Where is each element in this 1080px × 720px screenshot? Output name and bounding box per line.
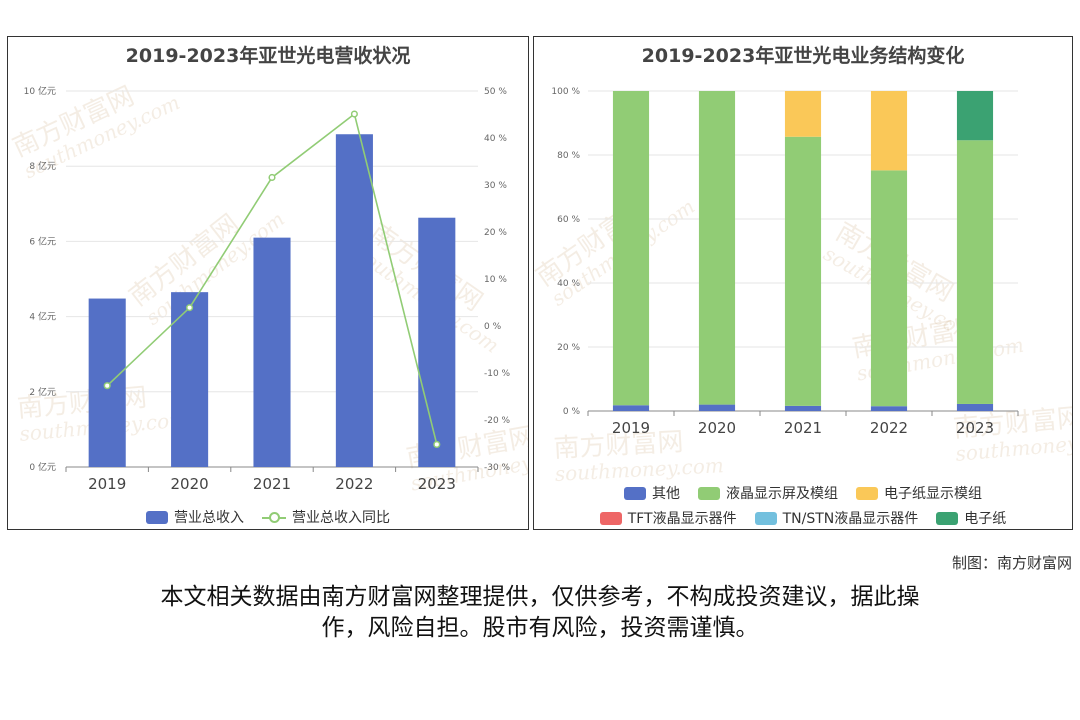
stack-segment-2023-1 xyxy=(956,140,994,404)
y-axis-tick-label: 0 % xyxy=(563,407,581,417)
right-axis-tick-label: -10 % xyxy=(484,369,511,379)
stack-segment-2022-0 xyxy=(870,406,908,411)
x-axis-label-2020: 2020 xyxy=(171,475,209,493)
business-structure-chart: 南方财富网southmoney.com南方财富网southmoney.com南方… xyxy=(534,87,1072,486)
y-axis-tick-label: 20 % xyxy=(557,343,580,353)
left-axis-tick-label: 10 亿元 xyxy=(24,85,56,97)
revenue-bar-2021 xyxy=(253,237,291,467)
x-axis-label-2021: 2021 xyxy=(253,475,291,493)
x-axis-label-2023: 2023 xyxy=(418,475,456,493)
left-axis-tick-label: 4 亿元 xyxy=(29,311,56,323)
legend-label-tft: TFT液晶显示器件 xyxy=(627,511,737,527)
legend-swatch-epaper xyxy=(936,511,959,525)
legend-item-lcd-module[interactable]: 液晶显示屏及模组 xyxy=(698,483,838,503)
right-axis-tick-label: 40 % xyxy=(484,134,507,144)
x-axis-label-2020: 2020 xyxy=(698,419,736,437)
x-axis-label-2021: 2021 xyxy=(784,419,822,437)
watermark-text: 南方财富网 xyxy=(553,427,684,464)
legend-label-epaper: 电子纸 xyxy=(964,511,1007,527)
legend-swatch-tft xyxy=(599,511,622,525)
legend-swatch-epaper-module xyxy=(856,486,878,500)
stack-segment-2021-0 xyxy=(784,405,822,411)
yoy-point-2021 xyxy=(268,173,276,182)
stack-segment-2019-1 xyxy=(612,91,650,406)
stack-segment-2019-0 xyxy=(612,405,650,411)
stack-segment-2020-1 xyxy=(698,91,736,405)
revenue-bar-2022 xyxy=(335,134,373,467)
y-axis-tick-label: 80 % xyxy=(557,151,580,161)
y-axis-tick-label: 40 % xyxy=(557,279,580,289)
x-axis-label-2023: 2023 xyxy=(956,419,994,437)
legend-swatch-revenue xyxy=(146,510,168,524)
legend-label-lcd-module: 液晶显示屏及模组 xyxy=(726,486,838,502)
legend-swatch-other xyxy=(624,486,646,500)
x-axis-label-2019: 2019 xyxy=(612,419,650,437)
right-axis-tick-label: -20 % xyxy=(484,416,511,426)
legend-item-epaper-module[interactable]: 电子纸显示模组 xyxy=(856,483,982,503)
yoy-point-2020 xyxy=(186,304,194,312)
structure-legend-row-2: TFT液晶显示器件 TN/STN液晶显示器件 电子纸 xyxy=(534,508,1072,528)
revenue-chart: 南方财富网southmoney.com南方财富网southmoney.com南方… xyxy=(8,81,528,495)
stack-segment-2022-2 xyxy=(870,91,908,171)
left-axis-tick-label: 2 亿元 xyxy=(29,386,56,398)
yoy-point-2023 xyxy=(433,440,441,448)
legend-item-revenue[interactable]: 营业总收入 xyxy=(146,507,244,527)
stack-segment-2021-2 xyxy=(784,91,822,137)
revenue-chart-legend: 营业总收入 营业总收入同比 xyxy=(8,507,528,527)
legend-label-revenue: 营业总收入 xyxy=(174,510,244,526)
revenue-chart-title: 2019-2023年亚世光电营收状况 xyxy=(125,45,411,67)
revenue-bar-2023 xyxy=(418,217,456,467)
business-structure-chart-title: 2019-2023年亚世光电业务结构变化 xyxy=(641,45,965,67)
yoy-point-2022 xyxy=(350,110,358,118)
legend-label-other: 其他 xyxy=(652,486,680,502)
legend-label-epaper-module: 电子纸显示模组 xyxy=(884,486,982,502)
x-axis-label-2019: 2019 xyxy=(88,475,126,493)
stack-segment-2022-1 xyxy=(870,170,908,407)
x-axis-label-2022: 2022 xyxy=(870,419,908,437)
right-axis-tick-label: 20 % xyxy=(484,228,507,238)
x-axis-label-2022: 2022 xyxy=(335,475,373,493)
legend-item-other[interactable]: 其他 xyxy=(624,483,680,503)
disclaimer: 本文相关数据由南方财富网整理提供，仅供参考，不构成投资建议，据此操 作，风险自担… xyxy=(80,582,1000,644)
right-axis-tick-label: 0 % xyxy=(484,322,502,332)
legend-swatch-tn-stn xyxy=(754,511,777,525)
left-axis-tick-label: 0 亿元 xyxy=(29,461,56,473)
legend-item-epaper[interactable]: 电子纸 xyxy=(936,508,1006,528)
left-axis-tick-label: 8 亿元 xyxy=(29,160,56,172)
legend-item-yoy[interactable]: 营业总收入同比 xyxy=(262,507,390,527)
disclaimer-line-2: 作，风险自担。股市有风险，投资需谨慎。 xyxy=(321,615,759,641)
legend-item-tft[interactable]: TFT液晶显示器件 xyxy=(599,508,737,528)
structure-legend-row-1: 其他 液晶显示屏及模组 电子纸显示模组 xyxy=(534,483,1072,503)
legend-swatch-lcd-module xyxy=(698,486,720,500)
stack-segment-2023-0 xyxy=(956,403,994,411)
legend-label-yoy: 营业总收入同比 xyxy=(292,510,390,526)
y-axis-tick-label: 100 % xyxy=(551,87,580,97)
stack-segment-2023-5 xyxy=(956,91,994,141)
yoy-point-2019 xyxy=(103,382,111,390)
disclaimer-line-1: 本文相关数据由南方财富网整理提供，仅供参考，不构成投资建议，据此操 xyxy=(160,584,920,610)
legend-label-tn-stn: TN/STN液晶显示器件 xyxy=(782,511,919,527)
revenue-bar-2020 xyxy=(171,292,209,467)
stack-segment-2020-0 xyxy=(698,404,736,411)
legend-item-tn-stn[interactable]: TN/STN液晶显示器件 xyxy=(754,508,919,528)
business-structure-chart-panel: 2019-2023年亚世光电业务结构变化 南方财富网southmoney.com… xyxy=(533,36,1073,530)
left-axis-tick-label: 6 亿元 xyxy=(29,235,56,247)
stack-segment-2021-1 xyxy=(784,136,822,406)
y-axis-tick-label: 60 % xyxy=(557,215,580,225)
revenue-chart-panel: 2019-2023年亚世光电营收状况 南方财富网 southmoney.com 南方… xyxy=(7,36,529,530)
chart-credit: 制图：南方财富网 xyxy=(951,554,1072,572)
right-axis-tick-label: 30 % xyxy=(484,181,507,191)
right-axis-tick-label: 50 % xyxy=(484,87,507,97)
legend-swatch-yoy xyxy=(262,511,286,524)
right-axis-tick-label: -30 % xyxy=(484,463,511,473)
right-axis-tick-label: 10 % xyxy=(484,275,507,285)
